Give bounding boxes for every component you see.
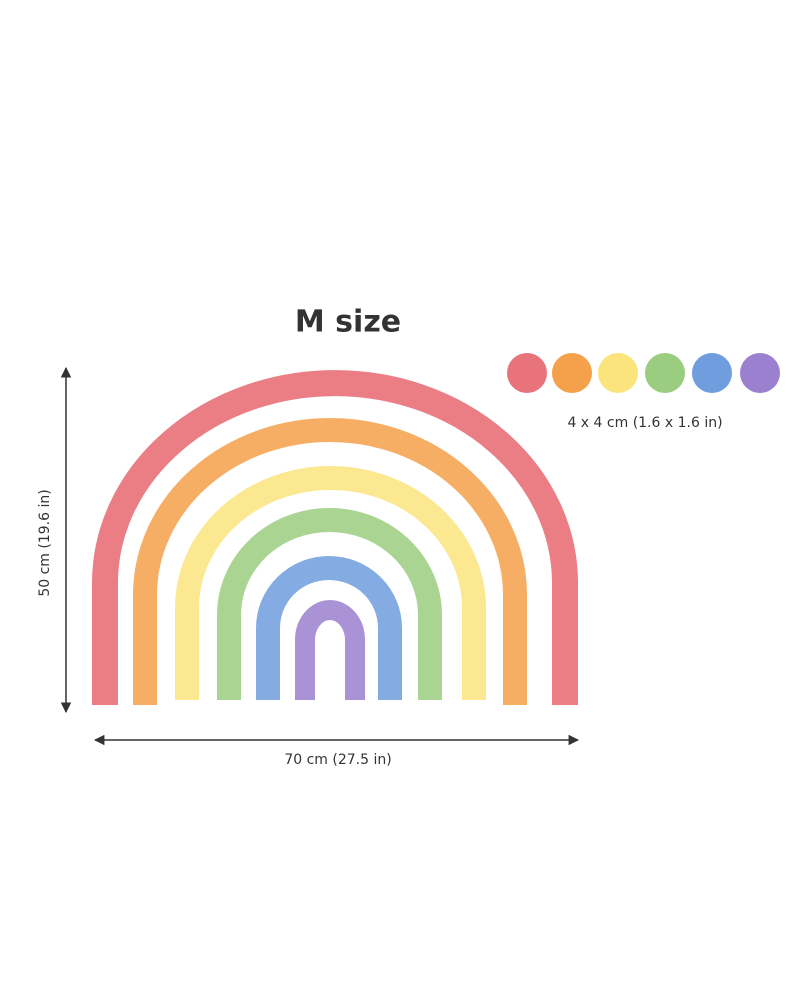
arch-yellow: [175, 466, 486, 700]
dots-label: 4 x 4 cm (1.6 x 1.6 in): [567, 415, 722, 431]
width-label: 70 cm (27.5 in): [284, 752, 391, 768]
dot-orange: [552, 353, 592, 393]
dot-red: [507, 353, 547, 393]
dot-purple: [740, 353, 780, 393]
arch-green: [217, 508, 442, 700]
dot-yellow: [598, 353, 638, 393]
arch-purple: [295, 600, 365, 700]
size-title: M size: [295, 305, 401, 340]
arch-red: [92, 370, 578, 705]
dots: [507, 353, 780, 393]
rainbow: [92, 370, 578, 705]
arch-blue: [256, 556, 402, 700]
dot-blue: [692, 353, 732, 393]
dot-green: [645, 353, 685, 393]
arch-orange: [133, 418, 527, 705]
height-label: 50 cm (19.6 in): [37, 489, 53, 596]
